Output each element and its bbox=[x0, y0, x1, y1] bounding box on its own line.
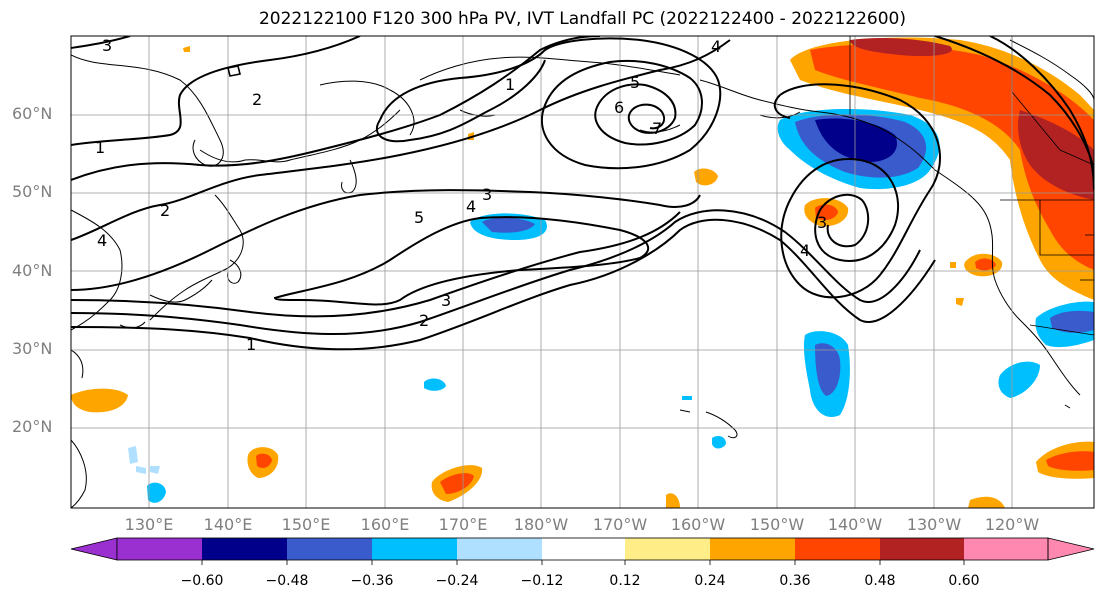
contour-label: 1 bbox=[505, 75, 515, 94]
colorbar bbox=[70, 537, 1095, 565]
contour-label: 1 bbox=[95, 138, 105, 157]
colorbar-tick-label: 0.12 bbox=[609, 573, 641, 589]
lat-label: 30°N bbox=[12, 339, 53, 358]
colorbar-bin bbox=[372, 538, 457, 560]
colorbar-bin bbox=[795, 538, 880, 560]
lon-label: 150°W bbox=[749, 515, 805, 534]
map-title: 2022122100 F120 300 hPa PV, IVT Landfall… bbox=[258, 9, 906, 29]
lon-label: 130°W bbox=[906, 515, 962, 534]
colorbar-tick-label: −0.36 bbox=[350, 573, 394, 589]
lon-label: 180°W bbox=[513, 515, 569, 534]
lon-label: 140°W bbox=[827, 515, 883, 534]
contour-label: 1 bbox=[246, 335, 256, 354]
colorbar-ticks bbox=[201, 560, 965, 565]
colorbar-tick-label: 0.48 bbox=[864, 573, 896, 589]
political-borders bbox=[849, 36, 1094, 336]
colorbar-tick-label: −0.24 bbox=[435, 573, 479, 589]
lat-label: 40°N bbox=[12, 261, 53, 280]
map-frame bbox=[70, 35, 1095, 509]
contour-label: 4 bbox=[466, 197, 476, 216]
lon-label: 160°W bbox=[670, 515, 726, 534]
lon-label: 120°W bbox=[984, 515, 1040, 534]
lon-label: 170°E bbox=[438, 515, 488, 534]
contour-label: 2 bbox=[419, 311, 429, 330]
colorbar-tick-label: 0.24 bbox=[694, 573, 726, 589]
lat-label: 50°N bbox=[12, 182, 53, 201]
colorbar-bin bbox=[287, 538, 372, 560]
colorbar-tick-label: 0.36 bbox=[779, 573, 811, 589]
colorbar-bin bbox=[457, 538, 542, 560]
colorbar-extend-high bbox=[1047, 537, 1095, 561]
lon-label: 140°E bbox=[203, 515, 253, 534]
colorbar-bin bbox=[202, 538, 287, 560]
contour-label: 4 bbox=[97, 231, 107, 250]
colorbar-tick-label: −0.60 bbox=[180, 573, 224, 589]
colorbar-frame bbox=[116, 537, 1049, 561]
lon-label: 150°E bbox=[281, 515, 331, 534]
pv-contours bbox=[71, 36, 1094, 351]
lon-label: 170°W bbox=[592, 515, 648, 534]
lon-label: 160°E bbox=[360, 515, 410, 534]
colorbar-bin bbox=[117, 538, 202, 560]
contour-label: 6 bbox=[614, 98, 624, 117]
colorbar-tick-label: 0.60 bbox=[948, 573, 980, 589]
lat-label: 60°N bbox=[12, 104, 53, 123]
map-plot-area: 3 2 1 2 4 1 5 6 7 4 3 4 5 3 2 1 4 3 bbox=[71, 36, 1094, 508]
colorbar-bin bbox=[542, 538, 625, 560]
contour-label: 5 bbox=[414, 208, 424, 227]
lat-label: 20°N bbox=[12, 417, 53, 436]
colorbar-bin bbox=[964, 538, 1048, 560]
contour-label: 3 bbox=[441, 291, 451, 310]
contour-label: 3 bbox=[102, 36, 112, 55]
contour-label: 4 bbox=[711, 37, 721, 56]
colorbar-tick-label: −0.12 bbox=[520, 573, 564, 589]
contour-label: 3 bbox=[482, 185, 492, 204]
colorbar-bin bbox=[880, 538, 964, 560]
ivt-positive-fill bbox=[71, 37, 1094, 508]
colorbar-bin bbox=[625, 538, 710, 560]
contour-labels: 3 2 1 2 4 1 5 6 7 4 3 4 5 3 2 1 4 3 bbox=[95, 36, 827, 354]
contour-label: 7 bbox=[652, 119, 662, 138]
contour-label: 4 bbox=[800, 241, 810, 260]
contour-label: 5 bbox=[630, 73, 640, 92]
contour-label: 2 bbox=[252, 90, 262, 109]
lon-label: 130°E bbox=[124, 515, 174, 534]
contour-label: 3 bbox=[817, 213, 827, 232]
coastlines bbox=[71, 39, 1094, 508]
graticule bbox=[71, 36, 1094, 508]
colorbar-tick-label: −0.48 bbox=[265, 573, 309, 589]
colorbar-extend-low bbox=[70, 537, 118, 561]
colorbar-bin bbox=[710, 538, 795, 560]
contour-label: 2 bbox=[160, 201, 170, 220]
